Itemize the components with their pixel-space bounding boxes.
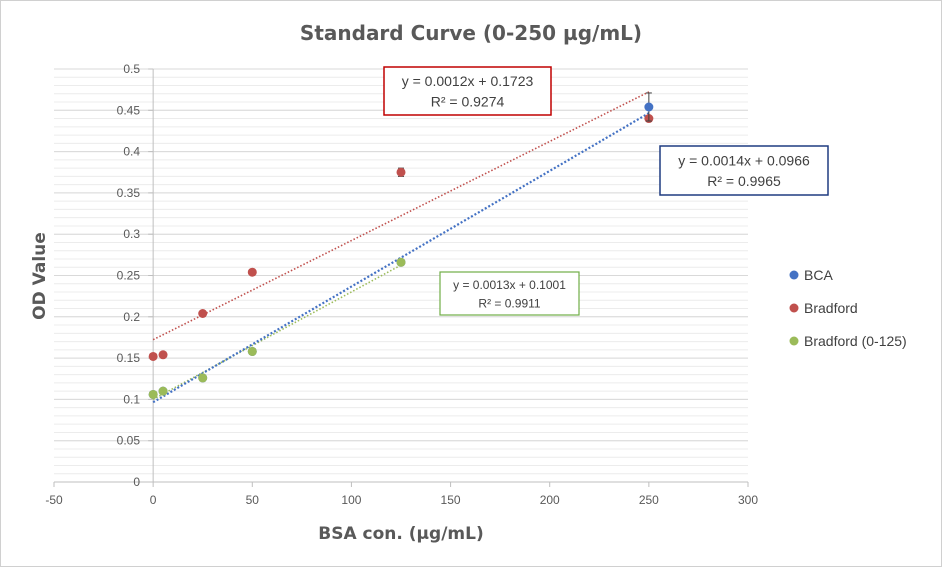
y-tick-label: 0.5 [123, 62, 140, 76]
x-tick-label: 100 [341, 493, 361, 507]
legend-marker-bradford-0-125 [789, 336, 799, 346]
x-axis-title: BSA con. (µg/mL) [318, 524, 483, 544]
x-tick-label: 200 [540, 493, 560, 507]
y-tick-label: 0.2 [123, 310, 140, 324]
x-tick-label: 150 [441, 493, 461, 507]
y-tick-label: 0.15 [117, 351, 141, 365]
chart-title: Standard Curve (0-250 µg/mL) [300, 21, 642, 45]
y-tick-label: 0.45 [117, 103, 141, 117]
trendline-bradford-0-125 [152, 264, 402, 401]
data-point-bradford [247, 267, 257, 277]
x-tick-label: 50 [246, 493, 260, 507]
equation-text-bca: y = 0.0014x + 0.0966 [678, 153, 810, 169]
data-point-bradford [148, 351, 158, 361]
data-point-bradford-0-125 [158, 386, 168, 396]
r-squared-text-bradford: R² = 0.9274 [431, 93, 505, 109]
legend-label-bca: BCA [804, 267, 833, 283]
x-tick-label: 0 [150, 493, 157, 507]
data-point-bradford [158, 350, 168, 360]
r-squared-text-bradford-0-125: R² = 0.9911 [478, 296, 540, 310]
data-point-bradford-0-125 [198, 373, 208, 383]
legend-marker-bradford [789, 303, 799, 313]
legend-marker-bca [789, 270, 799, 280]
data-point-bca [644, 102, 654, 112]
legend-label-bradford: Bradford [804, 300, 858, 316]
y-tick-label: 0.05 [117, 434, 141, 448]
equation-box-bradford [383, 66, 552, 116]
trendline-bradford [152, 91, 650, 341]
equation-box-bca [659, 145, 829, 196]
y-tick-label: 0.25 [117, 269, 141, 283]
y-tick-label: 0.3 [123, 227, 140, 241]
data-point-bradford-0-125 [247, 346, 257, 356]
x-tick-label: 300 [738, 493, 758, 507]
data-point-bradford [396, 167, 406, 177]
y-tick-label: 0.4 [123, 145, 140, 159]
x-tick-label: -50 [45, 493, 63, 507]
data-point-bradford-0-125 [396, 257, 406, 267]
r-squared-text-bca: R² = 0.9965 [707, 173, 781, 189]
equation-text-bradford-0-125: y = 0.0013x + 0.1001 [453, 278, 566, 292]
equation-text-bradford: y = 0.0012x + 0.1723 [402, 73, 534, 89]
x-tick-label: 250 [639, 493, 659, 507]
legend-label-bradford-0-125: Bradford (0-125) [804, 333, 907, 349]
y-tick-label: 0.1 [123, 392, 140, 406]
y-tick-label: 0.35 [117, 186, 141, 200]
data-point-bradford [198, 308, 208, 318]
y-tick-label: 0 [133, 475, 140, 489]
data-point-bradford-0-125 [148, 389, 158, 399]
y-axis-title: OD Value [30, 232, 50, 320]
equation-box-bradford-0-125 [439, 271, 580, 316]
